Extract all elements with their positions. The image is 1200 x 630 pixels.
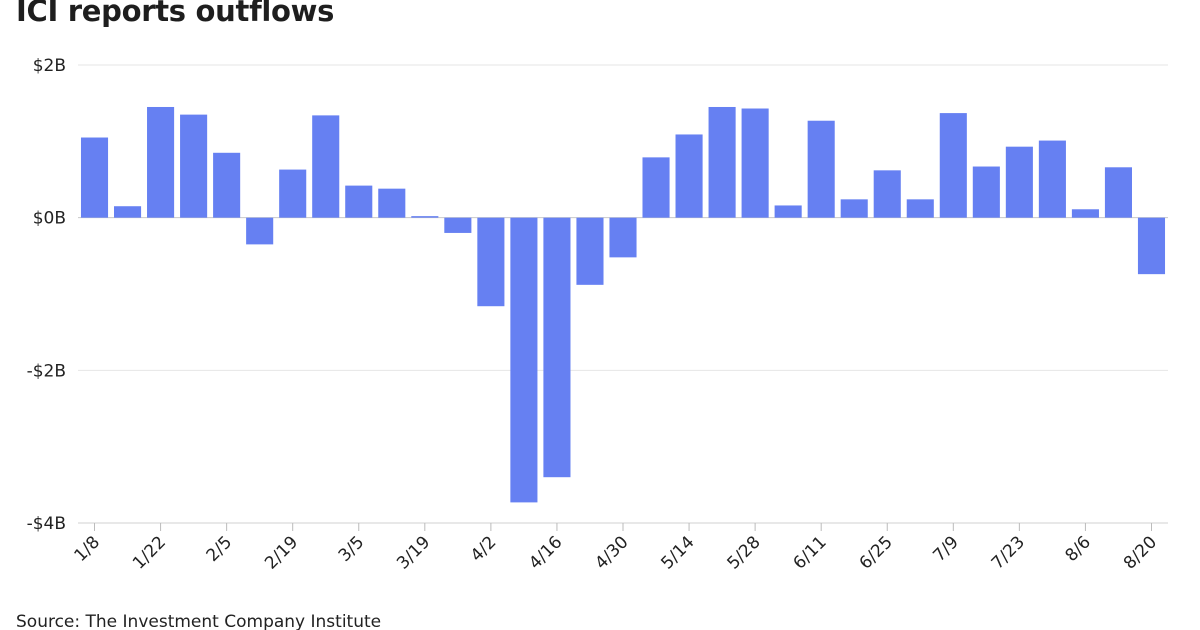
x-tick-label: 5/14 bbox=[657, 532, 698, 573]
bar-3-19 bbox=[411, 216, 439, 218]
x-tick-label: 7/23 bbox=[988, 532, 1029, 573]
bar-2-26 bbox=[312, 115, 340, 218]
x-tick-label: 4/16 bbox=[525, 532, 566, 573]
x-tick-label: 2/19 bbox=[261, 532, 302, 573]
y-tick-label: $0B bbox=[33, 209, 66, 229]
x-tick-label: 8/6 bbox=[1061, 532, 1094, 565]
chart-title: ICI reports outflows bbox=[16, 0, 335, 28]
bar-3-5 bbox=[345, 185, 373, 218]
bar-2-12 bbox=[246, 217, 274, 245]
x-tick-label: 7/9 bbox=[929, 532, 962, 565]
bar-3-26 bbox=[444, 217, 472, 233]
bar-1-15 bbox=[114, 206, 142, 218]
bar-6-25 bbox=[873, 170, 901, 218]
y-tick-label: $2B bbox=[33, 56, 66, 76]
bar-4-9 bbox=[510, 217, 538, 503]
x-tick-label: 2/5 bbox=[203, 532, 236, 565]
bar-4-23 bbox=[576, 217, 604, 285]
bar-1-22 bbox=[147, 106, 175, 218]
bar-3-12 bbox=[378, 188, 406, 218]
bar-6-11 bbox=[807, 120, 835, 218]
x-tick-label: 1/8 bbox=[71, 532, 104, 565]
x-tick-label: 5/28 bbox=[724, 532, 765, 573]
x-tick-label: 6/25 bbox=[856, 532, 897, 573]
bar-1-29 bbox=[180, 114, 208, 218]
bar-6-18 bbox=[840, 199, 868, 218]
bar-7-9 bbox=[939, 113, 967, 218]
bar-5-21 bbox=[708, 106, 736, 218]
x-tick-label: 6/11 bbox=[790, 532, 831, 573]
bar-7-23 bbox=[1005, 146, 1033, 218]
x-tick-label: 4/30 bbox=[591, 532, 632, 573]
bar-1-8 bbox=[80, 137, 109, 218]
bar-7-30 bbox=[1038, 140, 1066, 218]
bar-5-7 bbox=[642, 157, 670, 218]
y-tick-label: -$4B bbox=[27, 514, 66, 534]
bar-8-6 bbox=[1071, 209, 1099, 218]
source-note: Source: The Investment Company Institute bbox=[16, 612, 382, 630]
bar-7-2 bbox=[906, 199, 934, 218]
bar-7-16 bbox=[972, 166, 1000, 218]
x-tick-labels: 1/8 1/22 2/5 2/19 3/5 3/19 4/2 4/16 4/30 5/14 5/28… bbox=[71, 532, 1161, 573]
bar-8-13 bbox=[1104, 167, 1132, 218]
gridlines bbox=[78, 64, 1168, 524]
bar-8-20 bbox=[1137, 217, 1166, 275]
x-tick-label: 3/5 bbox=[335, 532, 368, 565]
bar-5-28 bbox=[741, 108, 769, 218]
bar-5-14 bbox=[675, 134, 703, 218]
x-tick-label: 4/2 bbox=[467, 532, 500, 565]
bar-4-16 bbox=[543, 217, 571, 478]
x-tick-label: 3/19 bbox=[393, 532, 434, 573]
bar-6-4 bbox=[774, 205, 802, 218]
y-tick-label: -$2B bbox=[27, 361, 66, 381]
bar-4-2 bbox=[477, 217, 505, 307]
bar-2-5 bbox=[213, 152, 241, 218]
bar-2-19 bbox=[279, 169, 307, 218]
axes bbox=[78, 522, 1168, 531]
x-tick-label: 8/20 bbox=[1120, 532, 1161, 573]
bar-4-30 bbox=[609, 217, 637, 258]
x-tick-label: 1/22 bbox=[129, 532, 170, 573]
y-tick-labels: $2B $0B -$2B -$4B bbox=[27, 56, 66, 534]
bars bbox=[80, 106, 1166, 503]
